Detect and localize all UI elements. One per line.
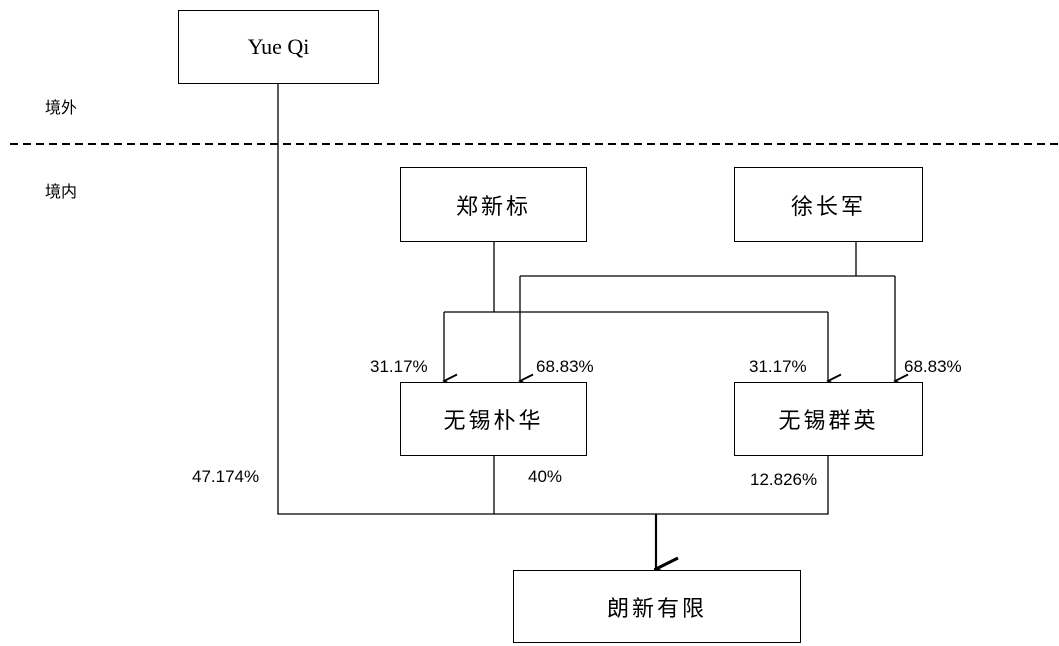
- entity-box-yue-qi: Yue Qi: [178, 10, 379, 84]
- entity-box-langxin: 朗新有限: [513, 570, 801, 643]
- entity-box-wuxi-qunying: 无锡群英: [734, 382, 923, 456]
- region-label-domestic: 境内: [45, 182, 78, 201]
- entity-box-zheng-xinbiao: 郑新标: [400, 167, 587, 242]
- pct-zheng-to-puhua: 31.17%: [370, 357, 428, 376]
- entity-box-xu-changjun: 徐长军: [734, 167, 923, 242]
- pct-xu-to-puhua: 68.83%: [536, 357, 594, 376]
- entity-box-wuxi-puhua: 无锡朴华: [400, 382, 587, 456]
- pct-qunying-to-langxin: 12.826%: [750, 470, 818, 489]
- pct-puhua-to-langxin: 40%: [528, 467, 563, 486]
- xu-connector: [520, 242, 895, 277]
- pct-xu-to-qunying: 68.83%: [904, 357, 962, 376]
- pct-yueqi-to-langxin: 47.174%: [192, 467, 260, 486]
- pct-zheng-to-qunying: 31.17%: [749, 357, 807, 376]
- region-label-overseas: 境外: [45, 98, 78, 117]
- qunying-connector: [656, 456, 829, 515]
- yueqi-connector: [277, 84, 656, 515]
- zheng-connector: [444, 242, 828, 313]
